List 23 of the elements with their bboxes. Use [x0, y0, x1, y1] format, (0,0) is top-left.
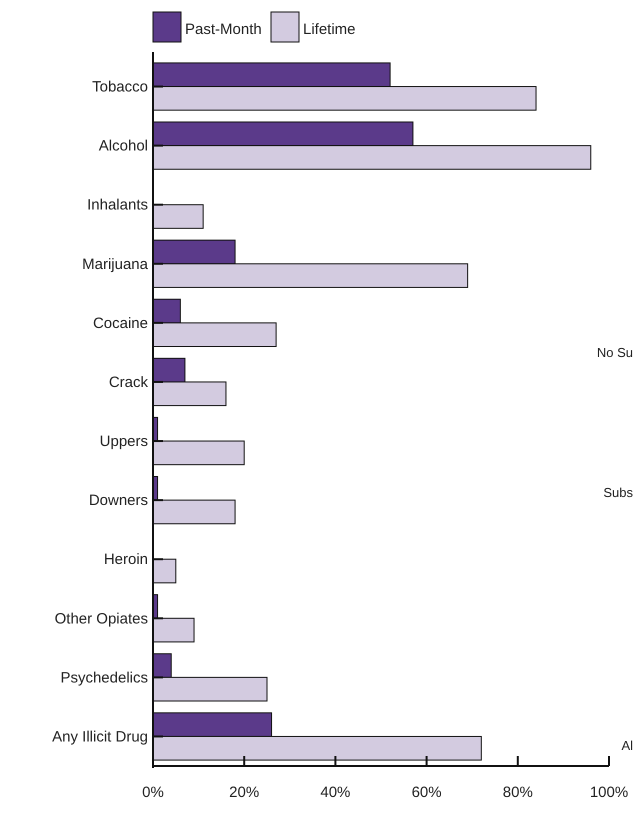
annotation: Subs	[603, 485, 634, 500]
y-tick-label: Any Illicit Drug	[52, 728, 148, 746]
y-tick-label: Inhalants	[87, 196, 148, 214]
y-tick-label: Tobacco	[92, 78, 148, 96]
y-tick-label: Marijuana	[82, 256, 149, 273]
text: Al	[621, 738, 634, 753]
legend-label: Lifetime	[303, 21, 356, 38]
x-tick-label: 40%	[320, 784, 350, 801]
legend-label: Past-Month	[185, 21, 262, 38]
x-tick-label: 80%	[502, 784, 533, 801]
x-tick-label: 60%	[412, 784, 442, 801]
y-tick-label: Heroin	[104, 551, 148, 568]
y-tick-label: Cocaine	[92, 314, 148, 332]
y-tick-label: Uppers	[100, 433, 148, 450]
annotation: No Su	[596, 345, 633, 360]
x-tick-label: 0%	[142, 784, 164, 801]
x-tick-label: 20%	[229, 784, 260, 801]
y-tick-label: Other Opiates	[54, 610, 148, 628]
y-tick-label: Alcohol	[98, 138, 148, 155]
y-tick-label: Crack	[108, 374, 148, 391]
x-tick-label: 100%	[590, 784, 628, 801]
y-tick-label: Psychedelics	[60, 669, 148, 686]
y-tick-label: Downers	[88, 492, 148, 510]
